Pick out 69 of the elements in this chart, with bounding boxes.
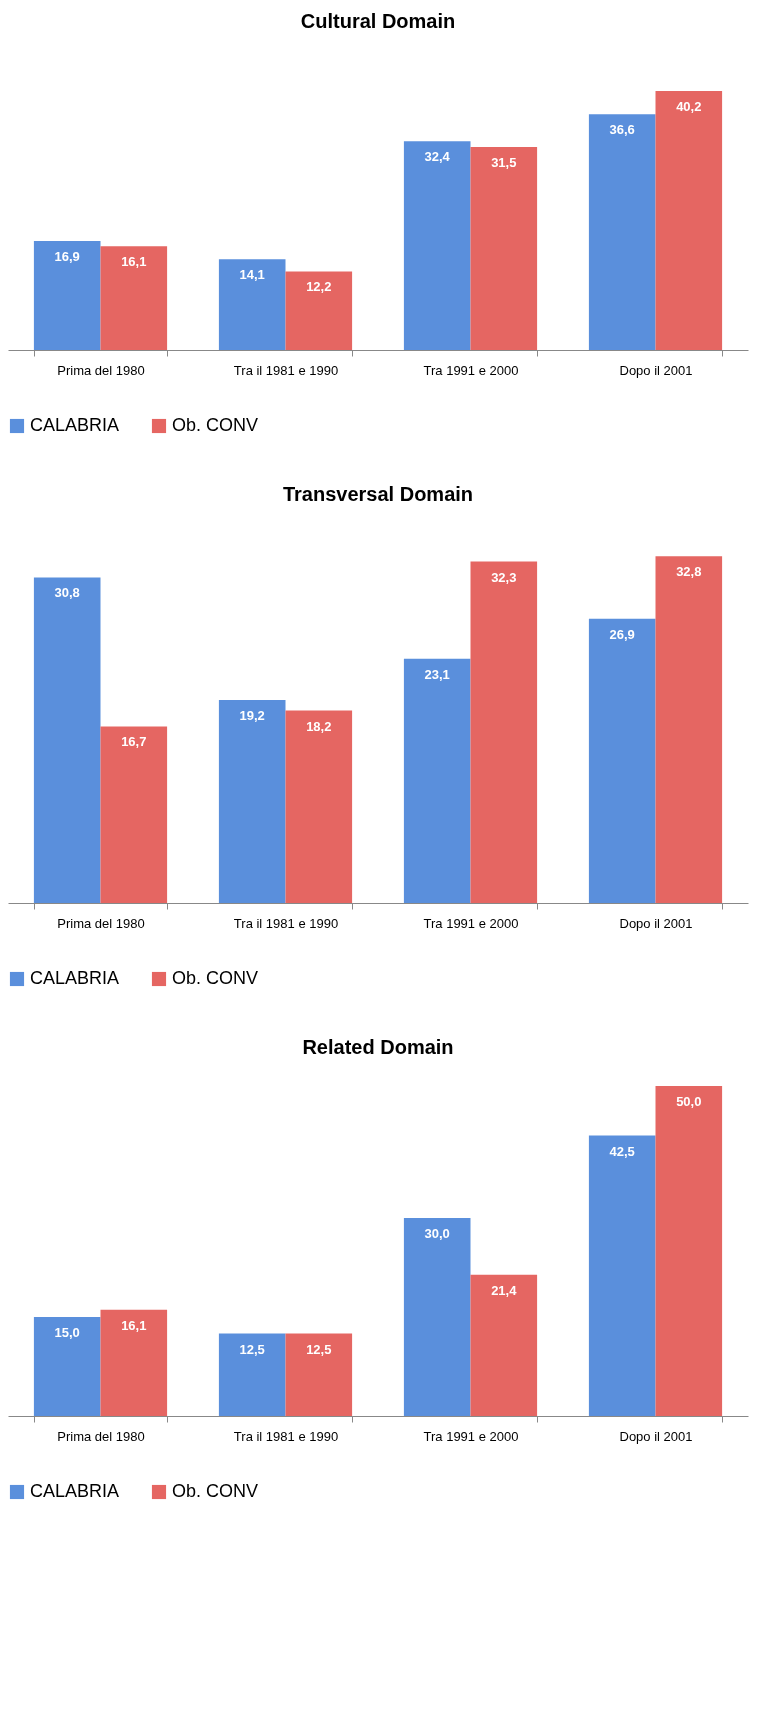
x-tick-label: Dopo il 2001	[619, 1428, 693, 1444]
legend-label: Ob. CONV	[172, 1481, 259, 1501]
data-label: 32,8	[676, 564, 702, 580]
data-label: 30,8	[54, 585, 80, 601]
data-label: 15,0	[54, 1325, 80, 1340]
bar	[470, 1274, 538, 1416]
x-tick-label: Tra il 1981 e 1990	[233, 1428, 339, 1444]
data-label: 21,4	[491, 1282, 518, 1298]
data-label: 23,1	[424, 666, 450, 682]
x-tick-label: Prima del 1980	[57, 1428, 145, 1444]
bar	[33, 241, 101, 350]
bar	[588, 1135, 656, 1416]
data-label: 50,0	[676, 1094, 702, 1109]
bar	[218, 259, 286, 350]
bar	[285, 1333, 353, 1416]
legend-label: CALABRIA	[30, 415, 120, 435]
legend-label: CALABRIA	[30, 968, 120, 988]
bar	[403, 1218, 471, 1416]
data-label: 14,1	[239, 267, 265, 283]
bar	[218, 700, 286, 903]
data-label: 40,2	[676, 98, 702, 114]
bar	[470, 561, 538, 903]
x-tick-label: Tra il 1981 e 1990	[233, 915, 339, 931]
data-label: 42,5	[609, 1143, 635, 1159]
data-label: 12,2	[306, 279, 332, 295]
bar	[285, 710, 353, 903]
x-tick-label: Dopo il 2001	[619, 915, 693, 931]
bar	[218, 1333, 286, 1416]
data-label: 26,9	[609, 626, 635, 642]
x-tick-label: Dopo il 2001	[619, 362, 693, 378]
data-label: 30,0	[424, 1226, 450, 1241]
data-label: 32,3	[491, 569, 517, 585]
data-label: 19,2	[239, 708, 265, 724]
chart-title: Cultural Domain	[300, 10, 456, 32]
bar	[655, 90, 723, 350]
bar	[655, 556, 723, 903]
bar	[470, 147, 538, 350]
data-label: 16,9	[54, 249, 80, 265]
bar	[403, 658, 471, 903]
data-label: 16,7	[121, 734, 147, 750]
bar	[100, 1309, 168, 1416]
bar	[403, 141, 471, 350]
legend-label: CALABRIA	[30, 1481, 120, 1501]
data-label: 36,6	[609, 122, 635, 138]
bar	[285, 271, 353, 350]
bar	[100, 726, 168, 903]
data-label: 16,1	[121, 254, 147, 270]
x-tick-label: Tra 1991 e 2000	[423, 1428, 519, 1444]
data-label: 12,5	[306, 1341, 332, 1357]
bar	[100, 246, 168, 350]
data-label: 32,4	[424, 149, 451, 165]
data-label: 16,1	[121, 1317, 147, 1333]
bar	[588, 618, 656, 903]
chart-title: Transversal Domain	[282, 483, 474, 505]
x-tick-label: Tra 1991 e 2000	[423, 915, 519, 931]
data-label: 31,5	[491, 155, 517, 170]
chart-title: Related Domain	[302, 1036, 454, 1058]
data-label: 12,5	[239, 1341, 265, 1357]
data-label: 18,2	[306, 718, 332, 734]
x-tick-label: Tra il 1981 e 1990	[233, 362, 339, 378]
legend-label: Ob. CONV	[172, 415, 259, 435]
bar	[588, 114, 656, 350]
bar	[33, 1317, 101, 1416]
legend-label: Ob. CONV	[172, 968, 259, 988]
bar	[33, 577, 101, 903]
x-tick-label: Tra 1991 e 2000	[423, 362, 519, 378]
bar	[655, 1086, 723, 1416]
x-tick-label: Prima del 1980	[57, 915, 145, 931]
x-tick-label: Prima del 1980	[57, 362, 145, 378]
